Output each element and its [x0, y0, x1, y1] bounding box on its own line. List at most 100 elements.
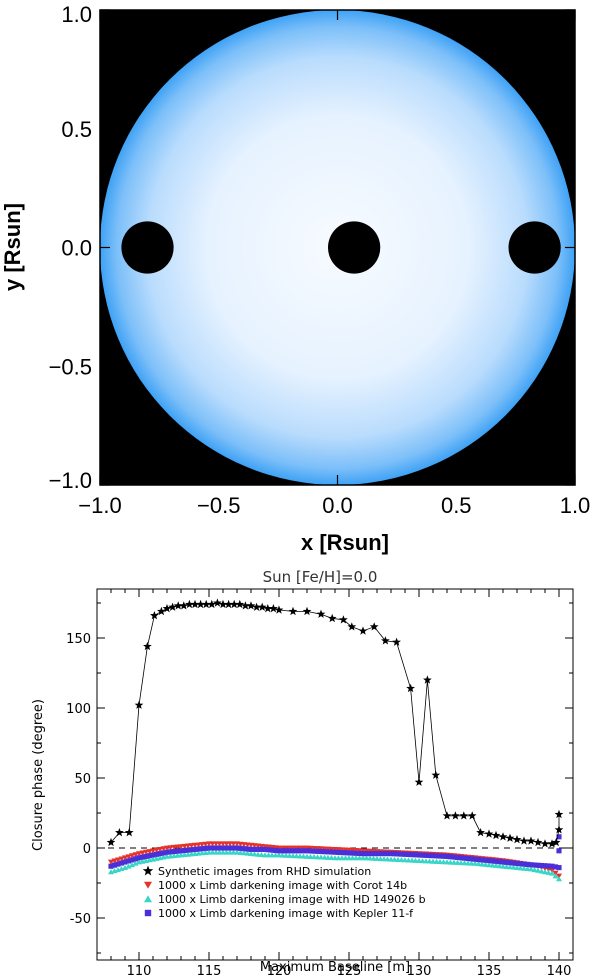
rhd-point [207, 599, 217, 609]
limb-darkening-point [122, 855, 128, 861]
limb-darkening-point [307, 848, 314, 854]
rhd-point [157, 606, 166, 616]
limb-darkening-point [479, 857, 485, 863]
limb-darkening-point [111, 858, 118, 864]
limb-darkening-point [276, 848, 282, 854]
x-tick-label: 0.5 [441, 493, 472, 518]
rhd-point [252, 602, 261, 611]
x-axis-ticks: −1.0 −0.5 0.0 0.5 1.0 [78, 10, 590, 518]
limb-darkening-point [262, 846, 268, 852]
y-tick-label: 0.5 [61, 117, 92, 142]
limb-darkening-point [258, 846, 265, 852]
legend-label: 1000 x Limb darkening image with Kepler … [158, 907, 414, 920]
limb-darkening-point [118, 856, 125, 862]
x-tick-label: 115 [197, 964, 222, 975]
rhd-point [551, 837, 561, 847]
limb-darkening-point [209, 845, 216, 851]
x-tick-label: 1.0 [560, 493, 591, 518]
rhd-point [235, 599, 245, 609]
x-tick-label: 125 [337, 964, 362, 975]
rhd-point [476, 828, 485, 837]
limb-darkening-point [129, 853, 135, 859]
limb-darkening-point [374, 851, 380, 857]
rhd-point [269, 604, 278, 613]
limb-darkening-point [409, 852, 415, 858]
limb-darkening-point [237, 845, 244, 851]
limb-darkening-point [314, 848, 321, 854]
limb-darkening-point [510, 860, 517, 866]
limb-darkening-point [549, 870, 555, 876]
rhd-point [347, 622, 357, 631]
limb-darkening-point [129, 862, 135, 868]
limb-darkening-point [318, 848, 324, 855]
limb-darkening-point [524, 861, 531, 868]
rhd-point [431, 770, 441, 779]
limb-darkening-point [486, 858, 492, 864]
limb-darkening-point [227, 845, 233, 851]
limb-darkening-point [125, 854, 132, 860]
limb-darkening-point [125, 863, 132, 869]
plot-frame [96, 588, 574, 961]
limb-darkening-point [132, 860, 139, 866]
limb-darkening-point [160, 850, 167, 856]
rhd-point [190, 599, 200, 609]
rhd-point [168, 602, 177, 611]
limb-darkening-point [552, 864, 559, 870]
limb-darkening-point [160, 846, 167, 852]
limb-darkening-point [125, 858, 132, 864]
limb-darkening-point [325, 849, 331, 855]
limb-darkening-point [251, 846, 258, 852]
limb-darkening-point [419, 852, 426, 858]
rhd-point [414, 777, 424, 786]
rhd-point [540, 839, 550, 848]
limb-darkening-point [503, 859, 510, 865]
limb-darkening-point [192, 846, 198, 852]
rhd-point [451, 811, 460, 820]
limb-darkening-point [468, 856, 475, 862]
limb-darkening-point [416, 852, 422, 858]
rhd-point [274, 605, 284, 614]
rhd-point [369, 622, 379, 631]
limb-darkening-point [216, 845, 223, 851]
limb-darkening-point [321, 849, 328, 855]
limb-darkening-point [265, 847, 272, 853]
limb-darkening-point [493, 858, 499, 864]
limb-darkening-point [398, 851, 405, 857]
rhd-point [229, 599, 239, 609]
limb-darkening-point [391, 851, 398, 857]
limb-darkening-point [556, 876, 562, 882]
limb-darkening-point [178, 848, 184, 854]
limb-darkening-point [241, 846, 247, 852]
limb-darkening-point [454, 854, 461, 861]
x-tick-label: −0.5 [197, 493, 240, 518]
rhd-point [512, 835, 522, 844]
x-axis-label: x [Rsun] [301, 530, 389, 555]
limb-darkening-point [167, 849, 174, 855]
limb-darkening-point [143, 853, 149, 859]
limb-darkening-point [552, 873, 559, 879]
limb-darkening-point [405, 851, 412, 858]
rhd-point [224, 599, 233, 609]
rhd-point [196, 599, 205, 609]
limb-darkening-point [507, 860, 513, 866]
rhd-point [519, 836, 529, 845]
limb-darkening-point [542, 869, 548, 875]
y-tick-label: 150 [66, 632, 91, 647]
limb-darkening-point [556, 865, 562, 871]
limb-darkening-point [111, 862, 118, 868]
limb-darkening-point [132, 852, 139, 858]
rhd-point [115, 828, 124, 837]
limb-darkening-point [426, 852, 433, 859]
limb-darkening-point [335, 849, 342, 855]
limb-darkening-point [206, 845, 212, 851]
rhd-point [358, 626, 368, 635]
limb-darkening-point [489, 858, 496, 864]
y-tick-label: 0.0 [61, 236, 92, 261]
limb-darkening-point [433, 853, 440, 859]
limb-darkening-point [381, 851, 387, 857]
limb-darkening-point [146, 853, 153, 859]
limb-darkening-point [136, 855, 142, 861]
series-triangle-up [108, 849, 562, 882]
legend-marker [142, 865, 154, 876]
planet-1 [121, 221, 174, 274]
